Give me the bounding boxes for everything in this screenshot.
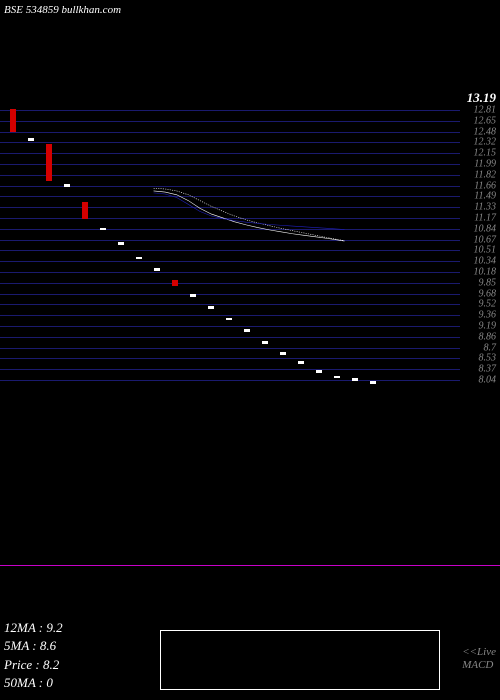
- indicator-line: [154, 193, 345, 230]
- axis-price-label: 9.52: [479, 299, 497, 310]
- ma12-label: 12MA : 9.2: [4, 619, 63, 637]
- price-label: Price : 8.2: [4, 656, 63, 674]
- gridline: [0, 348, 460, 349]
- ma50-label: 50MA : 0: [4, 674, 63, 692]
- indicator-line: [154, 191, 345, 241]
- axis-price-label: 8.37: [479, 364, 497, 375]
- macd-box: [160, 630, 440, 690]
- ma5-label: 5MA : 8.6: [4, 637, 63, 655]
- stats-box: 12MA : 9.2 5MA : 8.6 Price : 8.2 50MA : …: [4, 619, 63, 692]
- axis-price-label: 9.19: [479, 321, 497, 332]
- gridline: [0, 272, 460, 273]
- axis-price-label: 9.68: [479, 288, 497, 299]
- gridline: [0, 358, 460, 359]
- gridline: [0, 337, 460, 338]
- gridline: [0, 315, 460, 316]
- indicator-line: [154, 188, 345, 240]
- gridline: [0, 304, 460, 305]
- gridline: [0, 326, 460, 327]
- axis-price-label: 8.04: [479, 375, 497, 386]
- gridline: [0, 369, 460, 370]
- gridline: [0, 294, 460, 295]
- panel-divider: [0, 565, 500, 566]
- axis-price-label: 8.53: [479, 353, 497, 364]
- axis-price-label: 9.36: [479, 310, 497, 321]
- axis-price-label: 8.86: [479, 331, 497, 342]
- gridline: [0, 380, 460, 381]
- gridline: [0, 283, 460, 284]
- macd-label: <<Live MACD: [462, 646, 496, 672]
- axis-price-label: 8.7: [484, 342, 497, 353]
- axis-price-label: 9.85: [479, 277, 497, 288]
